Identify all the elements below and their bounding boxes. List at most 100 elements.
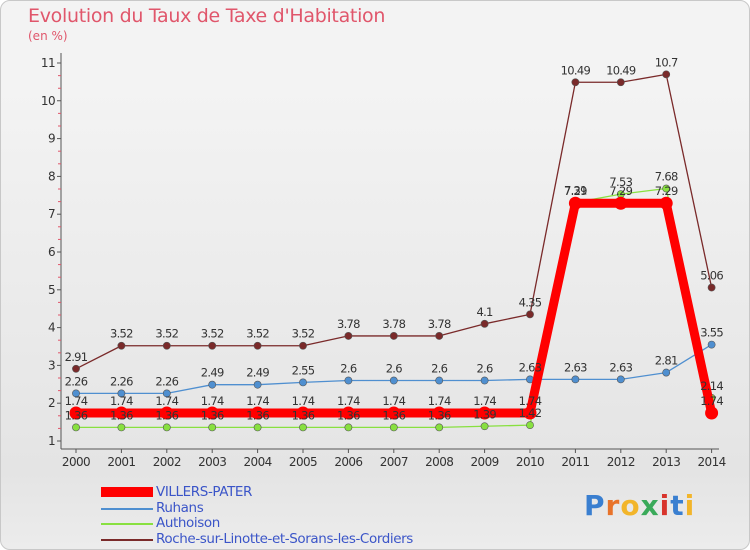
logo-letter: x xyxy=(640,489,660,522)
data-label: 1.36 xyxy=(110,408,133,422)
data-point xyxy=(435,376,444,385)
legend-label: Authoison xyxy=(156,515,220,531)
series-3 xyxy=(72,70,716,373)
logo-letter: r xyxy=(605,489,621,522)
logo-letter: i xyxy=(684,489,696,522)
data-point xyxy=(387,406,401,420)
data-point xyxy=(344,376,353,385)
y-tick-label: 9 xyxy=(48,132,55,146)
data-label: 2.6 xyxy=(476,362,493,376)
data-label: 1.74 xyxy=(155,394,178,408)
data-point xyxy=(299,423,307,432)
legend-label: Roche-sur-Linotte-et-Sorans-les-Cordiers xyxy=(156,530,413,547)
data-point xyxy=(162,389,171,398)
data-point xyxy=(389,423,398,432)
x-tick-label: 2001 xyxy=(107,455,135,469)
data-point xyxy=(299,378,307,387)
data-label: 7.29 xyxy=(655,184,678,198)
data-point xyxy=(205,406,219,420)
chart-title: Evolution du Taux de Taxe d'Habitation xyxy=(28,5,386,27)
y-tick-label: 4 xyxy=(48,321,55,335)
data-point xyxy=(435,332,444,340)
data-point xyxy=(253,341,262,350)
data-point xyxy=(251,406,265,420)
data-label: 1.74 xyxy=(65,394,88,408)
legend-swatch xyxy=(101,487,153,497)
data-label: 1.74 xyxy=(337,394,360,408)
data-label: 1.36 xyxy=(155,408,178,422)
x-tick-label: 2003 xyxy=(198,455,226,469)
data-label: 2.63 xyxy=(609,360,632,374)
data-label: 1.36 xyxy=(292,408,315,422)
data-label: 7.68 xyxy=(655,169,678,183)
data-point xyxy=(478,406,492,420)
data-point xyxy=(208,423,217,432)
x-tick-label: 2010 xyxy=(516,455,544,469)
data-label: 1.36 xyxy=(337,408,360,422)
data-point xyxy=(616,78,625,87)
data-label: 7.29 xyxy=(564,184,587,198)
data-point xyxy=(614,196,628,210)
data-point xyxy=(253,423,262,432)
data-label: 1.42 xyxy=(519,406,542,420)
data-point xyxy=(435,423,444,432)
series-line xyxy=(76,187,713,429)
data-label: 2.26 xyxy=(110,374,133,388)
x-tick-label: 2014 xyxy=(698,455,726,469)
data-point xyxy=(296,406,310,420)
data-label: 3.52 xyxy=(155,327,178,341)
x-tick-label: 2000 xyxy=(62,455,90,469)
data-label: 5.06 xyxy=(700,269,723,283)
legend-swatch xyxy=(101,538,153,541)
data-point xyxy=(72,389,80,398)
data-label: 10.49 xyxy=(561,63,591,77)
data-point xyxy=(389,376,398,385)
data-label: 7.31 xyxy=(564,183,587,197)
data-point xyxy=(162,341,171,350)
x-tick-label: 2007 xyxy=(380,455,408,469)
data-label: 3.52 xyxy=(292,327,315,341)
data-label: 1.36 xyxy=(65,408,88,422)
data-label: 2.81 xyxy=(655,354,678,368)
data-point xyxy=(707,340,716,349)
data-label: 3.78 xyxy=(382,317,405,331)
data-point xyxy=(662,368,671,377)
data-label: 3.55 xyxy=(700,326,723,340)
data-point xyxy=(344,332,353,340)
data-label: 2.26 xyxy=(65,374,88,388)
data-point xyxy=(72,364,80,373)
data-point xyxy=(662,70,671,79)
data-label: 1.39 xyxy=(473,407,496,421)
data-label: 4.35 xyxy=(519,295,542,309)
data-point xyxy=(253,380,262,389)
data-label: 1.74 xyxy=(292,394,315,408)
data-label: 7.29 xyxy=(609,184,632,198)
y-tick-label: 1 xyxy=(48,434,55,448)
x-tick-label: 2004 xyxy=(244,455,272,469)
line-chart: 1 2 3 4 5 6 7 8 9 10 11 2000 2001 2002 2003 2004 2005 200… xyxy=(41,53,726,469)
data-label: 3.78 xyxy=(337,317,360,331)
x-tick-label: 2011 xyxy=(561,455,589,469)
data-label: 1.36 xyxy=(382,408,405,422)
data-point xyxy=(705,406,719,420)
data-label: 1.74 xyxy=(700,394,723,408)
y-tick-label: 11 xyxy=(41,56,55,70)
data-label: 2.63 xyxy=(564,360,587,374)
data-point xyxy=(526,421,534,430)
x-tick-label: 2005 xyxy=(289,455,317,469)
series-1 xyxy=(72,340,716,398)
data-label: 3.52 xyxy=(110,327,133,341)
data-label: 1.36 xyxy=(428,408,451,422)
data-point xyxy=(568,196,582,210)
data-label: 2.14 xyxy=(700,379,723,393)
logo-letter: t xyxy=(670,489,685,522)
data-point xyxy=(659,196,673,210)
y-tick-label: 5 xyxy=(48,283,55,297)
legend-label: VILLERS-PATER xyxy=(156,484,253,500)
data-label: 1.74 xyxy=(382,394,405,408)
data-label: 1.74 xyxy=(110,394,133,408)
data-label: 2.55 xyxy=(292,363,315,377)
data-point xyxy=(160,406,174,420)
data-point xyxy=(616,375,625,384)
